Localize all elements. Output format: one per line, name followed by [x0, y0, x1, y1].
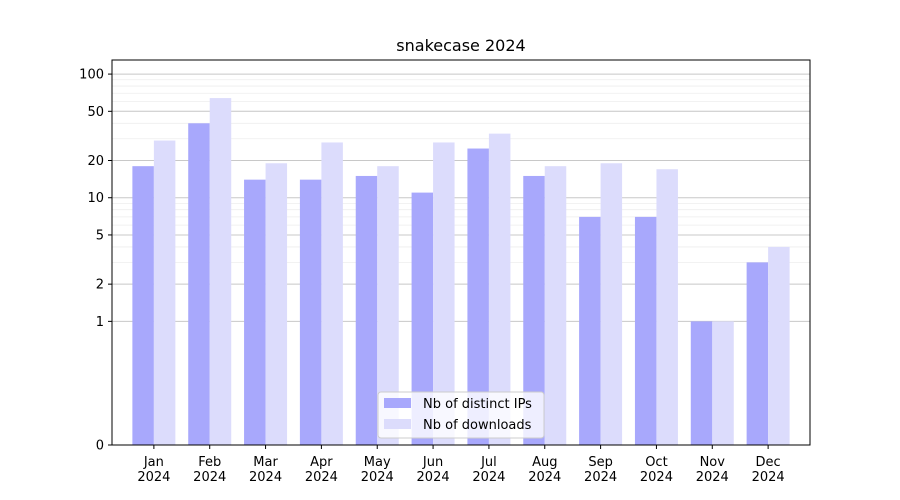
x-tick-label: Jul 2024	[472, 455, 505, 485]
y-tick-label: 1	[96, 315, 104, 330]
x-tick-label: Nov 2024	[696, 455, 729, 485]
bar-downloads	[600, 163, 623, 445]
bar-downloads	[712, 321, 734, 445]
x-tick-label: Aug 2024	[528, 455, 561, 485]
x-tick-label: Mar 2024	[249, 455, 282, 485]
bar-downloads	[321, 142, 343, 445]
x-tick-label: Jun 2024	[417, 455, 450, 485]
bar-distinct-ips	[746, 262, 769, 445]
legend-box	[377, 391, 545, 439]
y-tick-label: 50	[87, 105, 104, 120]
bar-distinct-ips	[634, 216, 657, 445]
chart-title: snakecase 2024	[396, 36, 525, 55]
bar-distinct-ips	[467, 148, 489, 445]
x-tick-label: Jan 2024	[137, 455, 170, 485]
y-axis: 0 1 2 5 10 20 50 100	[79, 68, 112, 454]
x-tick-label: Sep 2024	[584, 455, 617, 485]
bar-downloads	[544, 166, 567, 445]
bar-distinct-ips	[579, 216, 601, 445]
bar-downloads	[768, 246, 790, 445]
bar-distinct-ips	[411, 192, 434, 445]
y-tick-label: 20	[87, 154, 104, 169]
bars	[132, 98, 790, 446]
bar-downloads	[377, 166, 399, 445]
bar-distinct-ips	[299, 179, 322, 446]
bar-downloads	[433, 142, 455, 445]
bar-downloads	[265, 163, 288, 445]
x-tick-label: Feb 2024	[193, 455, 226, 485]
bar-distinct-ips	[523, 175, 545, 445]
x-tick-label: Dec 2024	[752, 455, 785, 485]
legend-label: Nb of distinct IPs	[423, 397, 532, 412]
bar-distinct-ips	[244, 179, 266, 446]
y-tick-label: 100	[79, 68, 104, 83]
bar-downloads	[153, 140, 176, 445]
x-tick-label: Apr 2024	[305, 455, 338, 485]
bar-distinct-ips	[188, 123, 210, 445]
legend-swatch	[384, 419, 411, 429]
legend-label: Nb of downloads	[423, 418, 532, 433]
bar-downloads	[209, 98, 232, 445]
plot-frame	[111, 59, 811, 446]
bar-distinct-ips	[132, 166, 154, 445]
legend: Nb of distinct IPs Nb of downloads	[377, 391, 545, 439]
bar-downloads	[488, 133, 511, 445]
legend-swatch	[384, 398, 411, 408]
y-tick-label: 10	[87, 191, 104, 206]
x-axis: Jan 2024 Feb 2024 Mar 2024 Apr 2024 May 2024 Jun 20…	[137, 445, 785, 485]
y-tick-label: 5	[96, 228, 104, 243]
x-tick-label: Oct 2024	[640, 455, 673, 485]
y-tick-label: 0	[96, 439, 104, 454]
x-tick-label: May 2024	[361, 455, 394, 485]
bar-distinct-ips	[690, 321, 713, 445]
y-tick-label: 2	[96, 278, 104, 293]
bar-downloads	[656, 169, 678, 445]
bar-distinct-ips	[355, 175, 378, 445]
